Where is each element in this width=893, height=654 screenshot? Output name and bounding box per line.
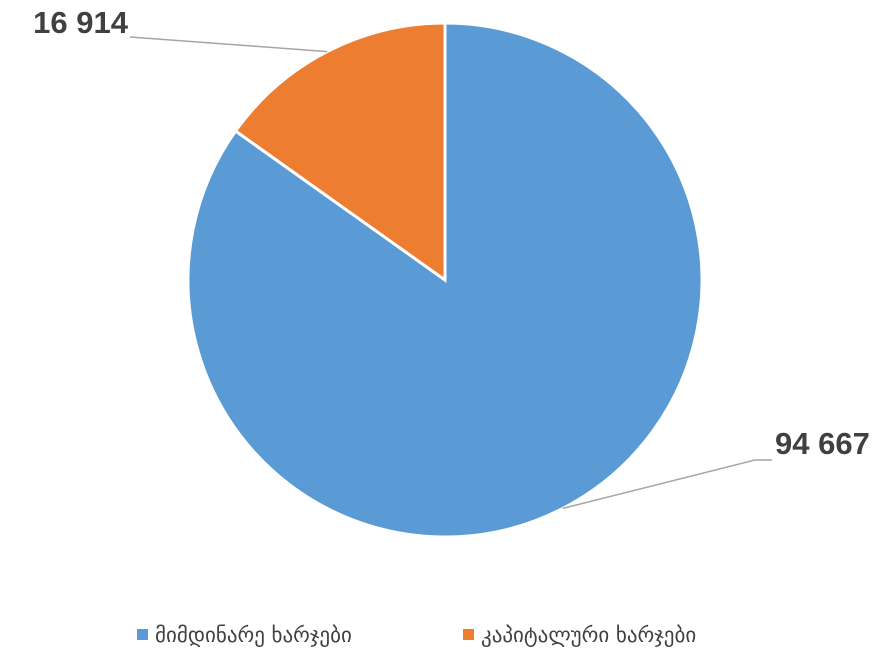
leader-line xyxy=(129,36,328,53)
legend-swatch xyxy=(137,629,148,640)
legend-label: მიმდინარე ხარჯები xyxy=(155,623,352,647)
data-label: 94 667 xyxy=(775,426,870,461)
leader-line xyxy=(562,459,772,510)
pie-slice xyxy=(186,21,704,539)
legend-swatch xyxy=(463,629,474,640)
pie-slice xyxy=(233,21,447,283)
legend-label: კაპიტალური ხარჯები xyxy=(481,623,696,647)
data-label: 16 914 xyxy=(33,5,129,40)
